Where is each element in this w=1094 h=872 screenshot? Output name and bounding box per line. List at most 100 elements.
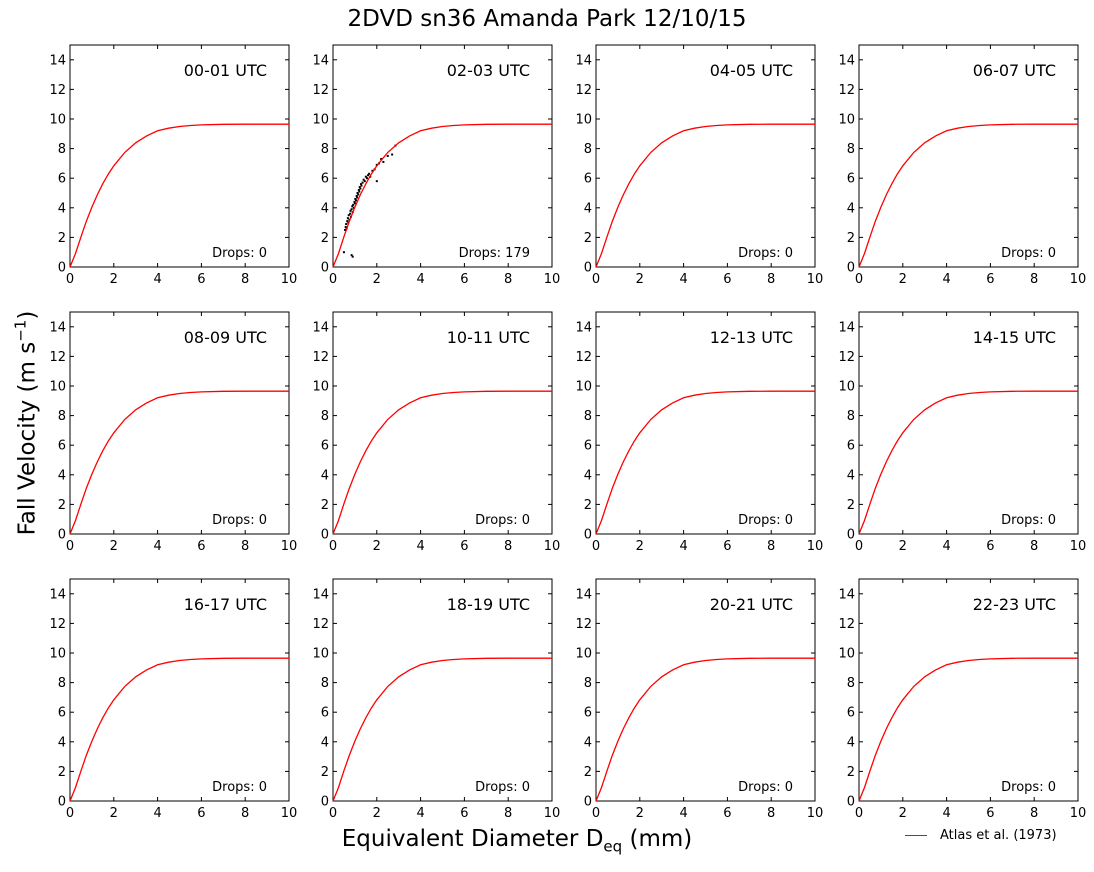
plot-frame [69,578,290,802]
drop-point [360,184,363,187]
y-tick-label: 12 [312,617,329,632]
x-tick-label: 4 [153,272,161,287]
atlas-curve [595,123,815,268]
plot-frame [332,311,553,535]
y-tick-label: 4 [584,735,592,750]
atlas-curve [332,390,552,535]
y-tick-label: 8 [58,142,66,157]
drop-point [356,192,359,194]
x-tick-label: 8 [1030,806,1038,821]
x-tick-label: 10 [807,272,824,287]
atlas-curve [69,123,289,268]
panel-time-label: 12-13 UTC [710,328,793,347]
drop-point [345,223,348,226]
x-tick-label: 8 [1030,272,1038,287]
panel: 0 2 4 6 8 10 0 2 4 6 8 10 12 14 20-21 UTC Drops: 0 [575,578,823,821]
atlas-curve [595,657,815,802]
drop-point [380,157,383,160]
drop-point [357,189,360,192]
y-tick-label: 2 [584,765,592,780]
y-tick-label: 14 [49,53,66,68]
y-tick-label: 12 [575,83,592,98]
drops-count-label: Drops: 179 [459,246,530,261]
panel-time-label: 04-05 UTC [710,61,793,80]
y-tick-label: 0 [58,261,66,276]
x-tick-label: 6 [197,539,205,554]
y-tick-label: 12 [575,617,592,632]
drop-point [363,180,366,183]
x-tick-label: 6 [986,272,994,287]
y-tick-label: 6 [58,172,66,187]
drop-point [350,208,353,211]
drop-point [354,199,357,202]
drop-point [367,174,370,177]
y-tick-label: 10 [312,380,329,395]
x-tick-label: 2 [373,806,381,821]
panel-time-label: 02-03 UTC [447,61,530,80]
drops-count-label: Drops: 0 [1001,246,1056,261]
drop-point [350,254,353,257]
x-tick-label: 2 [110,806,118,821]
plot-frame [595,578,816,802]
drops-count-label: Drops: 0 [212,780,267,795]
y-tick-label: 12 [838,350,855,365]
y-tick-label: 2 [847,765,855,780]
x-tick-label: 2 [899,272,907,287]
x-tick-label: 10 [1070,539,1087,554]
y-tick-label: 0 [58,528,66,543]
x-tick-label: 4 [416,806,424,821]
x-tick-label: 10 [807,539,824,554]
y-tick-label: 4 [58,201,66,216]
x-tick-label: 6 [197,806,205,821]
y-tick-label: 14 [312,320,329,335]
y-tick-label: 10 [49,380,66,395]
drops-count-label: Drops: 0 [212,513,267,528]
y-tick-label: 12 [49,617,66,632]
drops-count-label: Drops: 0 [475,780,530,795]
drop-point [355,194,358,197]
drop-point [368,172,371,175]
y-tick-label: 0 [847,261,855,276]
panel: 0 2 4 6 8 10 0 2 4 6 8 10 12 14 02-03 UTC Drops: 179 [312,44,560,287]
x-tick-label: 6 [723,272,731,287]
drop-point [349,212,352,215]
panel-time-label: 10-11 UTC [447,328,530,347]
plot-frame [332,578,553,802]
x-tick-label: 8 [767,539,775,554]
atlas-curve [332,657,552,802]
drop-point [356,196,359,199]
x-tick-label: 0 [66,539,74,554]
y-tick-label: 0 [584,261,592,276]
atlas-curve [858,390,1078,535]
y-tick-label: 0 [321,795,329,810]
drops-count-label: Drops: 0 [738,513,793,528]
x-tick-label: 10 [1070,806,1087,821]
y-tick-label: 4 [321,201,329,216]
y-tick-label: 4 [321,735,329,750]
drop-point [351,205,354,208]
atlas-curve [858,123,1078,268]
y-tick-label: 10 [575,380,592,395]
x-tick-label: 4 [679,272,687,287]
drops-count-label: Drops: 0 [1001,513,1056,528]
y-tick-label: 14 [838,53,855,68]
drop-point [391,153,394,156]
x-tick-label: 0 [329,272,337,287]
plot-frame [858,311,1079,535]
y-tick-label: 4 [584,201,592,216]
y-tick-label: 8 [58,409,66,424]
y-tick-label: 2 [58,231,66,246]
drop-point [352,206,355,209]
y-tick-label: 4 [847,735,855,750]
drop-point [347,214,350,217]
y-tick-label: 2 [847,231,855,246]
drop-point [353,202,356,205]
drop-point [358,190,361,193]
y-tick-label: 14 [838,587,855,602]
drop-point [346,220,349,223]
y-tick-label: 14 [838,320,855,335]
plot-frame [332,44,553,268]
plot-frame [69,44,290,268]
x-tick-label: 2 [899,806,907,821]
drop-point [342,251,345,254]
